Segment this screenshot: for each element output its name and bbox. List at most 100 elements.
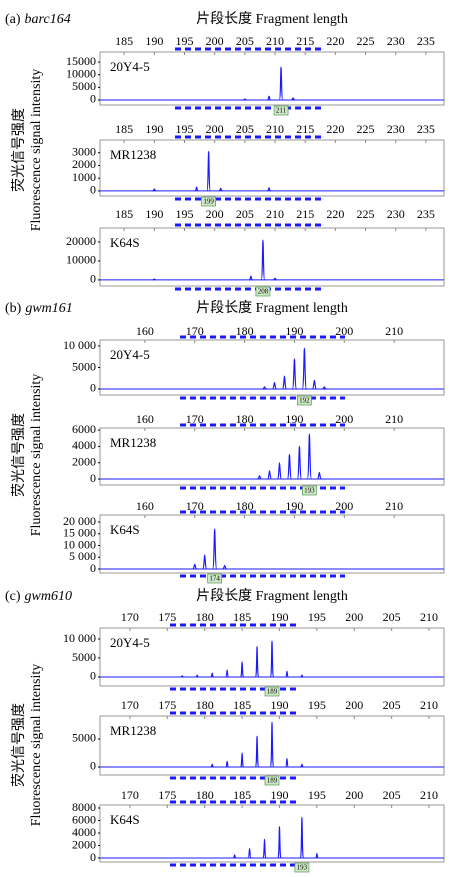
peak bbox=[222, 564, 227, 570]
x-tick-label: 175 bbox=[158, 610, 176, 624]
peak-label: 174 bbox=[209, 575, 220, 583]
peak bbox=[233, 854, 237, 859]
x-tick-label: 225 bbox=[357, 207, 375, 221]
x-tick-label: 195 bbox=[175, 122, 193, 136]
y-tick-label: 6000 bbox=[72, 422, 96, 436]
peak bbox=[266, 470, 273, 480]
sample-name: K64S bbox=[110, 812, 140, 827]
peak bbox=[315, 853, 319, 859]
x-tick-label: 205 bbox=[383, 788, 401, 802]
panel-letter: (a) bbox=[5, 12, 21, 27]
y-tick-label: 2000 bbox=[72, 157, 96, 171]
x-tick-label: 220 bbox=[326, 34, 344, 48]
x-tick-label: 160 bbox=[136, 499, 154, 513]
x-tick-label: 180 bbox=[196, 698, 214, 712]
sample-name: 20Y4-5 bbox=[110, 635, 150, 650]
x-tick-label: 210 bbox=[266, 34, 284, 48]
sample-name: 20Y4-5 bbox=[110, 59, 150, 74]
y-tick-label: 5000 bbox=[72, 359, 96, 373]
x-tick-label: 185 bbox=[115, 207, 133, 221]
peak-label: 193 bbox=[297, 864, 308, 872]
y-tick-label: 10000 bbox=[66, 253, 96, 267]
peak bbox=[255, 646, 259, 678]
x-tick-label: 200 bbox=[335, 324, 353, 338]
x-tick-label: 205 bbox=[236, 34, 254, 48]
y-tick-label: 0 bbox=[90, 92, 96, 106]
x-tick-label: 200 bbox=[206, 207, 224, 221]
x-tick-label: 185 bbox=[115, 34, 133, 48]
x-tick-label: 225 bbox=[357, 34, 375, 48]
y-tick-label: 20 000 bbox=[63, 514, 96, 528]
peak bbox=[273, 277, 277, 281]
x-tick-label: 235 bbox=[417, 207, 435, 221]
plot-frame bbox=[99, 715, 445, 776]
peak bbox=[248, 275, 253, 281]
x-tick-label: 160 bbox=[136, 324, 154, 338]
x-tick-label: 230 bbox=[387, 207, 405, 221]
peak bbox=[291, 97, 295, 101]
x-tick-label: 205 bbox=[383, 698, 401, 712]
y-tick-label: 1000 bbox=[72, 170, 96, 184]
x-tick-label: 170 bbox=[121, 698, 139, 712]
panel-label: (c) gwm610 bbox=[5, 589, 72, 604]
sample-name: K64S bbox=[110, 235, 140, 250]
x-tick-label: 190 bbox=[145, 122, 163, 136]
peak bbox=[218, 187, 223, 192]
x-tick-label: 215 bbox=[296, 34, 314, 48]
peak bbox=[299, 816, 304, 859]
x-tick-label: 190 bbox=[270, 788, 288, 802]
x-tick-label: 195 bbox=[308, 698, 326, 712]
peak bbox=[267, 187, 271, 192]
peak bbox=[272, 381, 277, 390]
y-tick-label: 20000 bbox=[66, 234, 96, 248]
peak-label-box bbox=[297, 395, 312, 406]
marker-name: gwm610 bbox=[25, 589, 72, 604]
y-tick-label: 0 bbox=[90, 669, 96, 683]
plot-frame bbox=[99, 427, 445, 486]
panel-label: (b) gwm161 bbox=[5, 301, 73, 316]
x-tick-label: 175 bbox=[158, 788, 176, 802]
sample-name: MR1238 bbox=[110, 723, 156, 738]
x-tick-label: 190 bbox=[145, 207, 163, 221]
peak-label: 211 bbox=[276, 107, 287, 115]
x-tick-label: 185 bbox=[233, 610, 251, 624]
peak bbox=[180, 675, 184, 678]
x-tick-label: 180 bbox=[236, 412, 254, 426]
peak bbox=[255, 735, 259, 768]
panel-letter: (c) bbox=[5, 589, 21, 604]
peak bbox=[285, 757, 289, 768]
x-tick-label: 200 bbox=[345, 788, 363, 802]
marker-name: barc164 bbox=[25, 12, 71, 27]
y-tick-label: 10 000 bbox=[63, 537, 96, 551]
x-tick-label: 210 bbox=[420, 698, 438, 712]
x-tick-label: 185 bbox=[115, 122, 133, 136]
plot-frame bbox=[99, 627, 445, 687]
peak bbox=[270, 721, 274, 768]
x-tick-label: 190 bbox=[285, 324, 303, 338]
x-tick-label: 180 bbox=[196, 610, 214, 624]
peak bbox=[152, 278, 157, 281]
peak-label-box bbox=[302, 485, 317, 496]
y-tick-label: 3000 bbox=[72, 144, 96, 158]
peak-label: 189 bbox=[267, 688, 278, 696]
x-tick-label: 230 bbox=[387, 34, 405, 48]
panel-label: (a) barc164 bbox=[5, 12, 71, 27]
plot-frame bbox=[99, 51, 445, 106]
x-tick-label: 210 bbox=[266, 122, 284, 136]
sample-name: MR1238 bbox=[110, 435, 156, 450]
x-tick-label: 200 bbox=[206, 34, 224, 48]
x-tick-label: 190 bbox=[270, 698, 288, 712]
y-tick-label: 0 bbox=[90, 850, 96, 864]
y-tick-label: 0 bbox=[90, 561, 96, 575]
y-tick-label: 5000 bbox=[72, 79, 96, 93]
y-tick-label: 4000 bbox=[72, 438, 96, 452]
peak bbox=[281, 375, 288, 390]
y-axis-title: Fluorescence signal intensity bbox=[29, 69, 44, 232]
y-axis-title: 荧光信号强度 bbox=[10, 413, 27, 497]
x-tick-label: 185 bbox=[233, 788, 251, 802]
x-tick-label: 180 bbox=[236, 324, 254, 338]
y-axis-title: Fluorescence signal intensity bbox=[29, 374, 44, 537]
peak bbox=[240, 752, 245, 768]
y-tick-label: 10000 bbox=[66, 66, 96, 80]
